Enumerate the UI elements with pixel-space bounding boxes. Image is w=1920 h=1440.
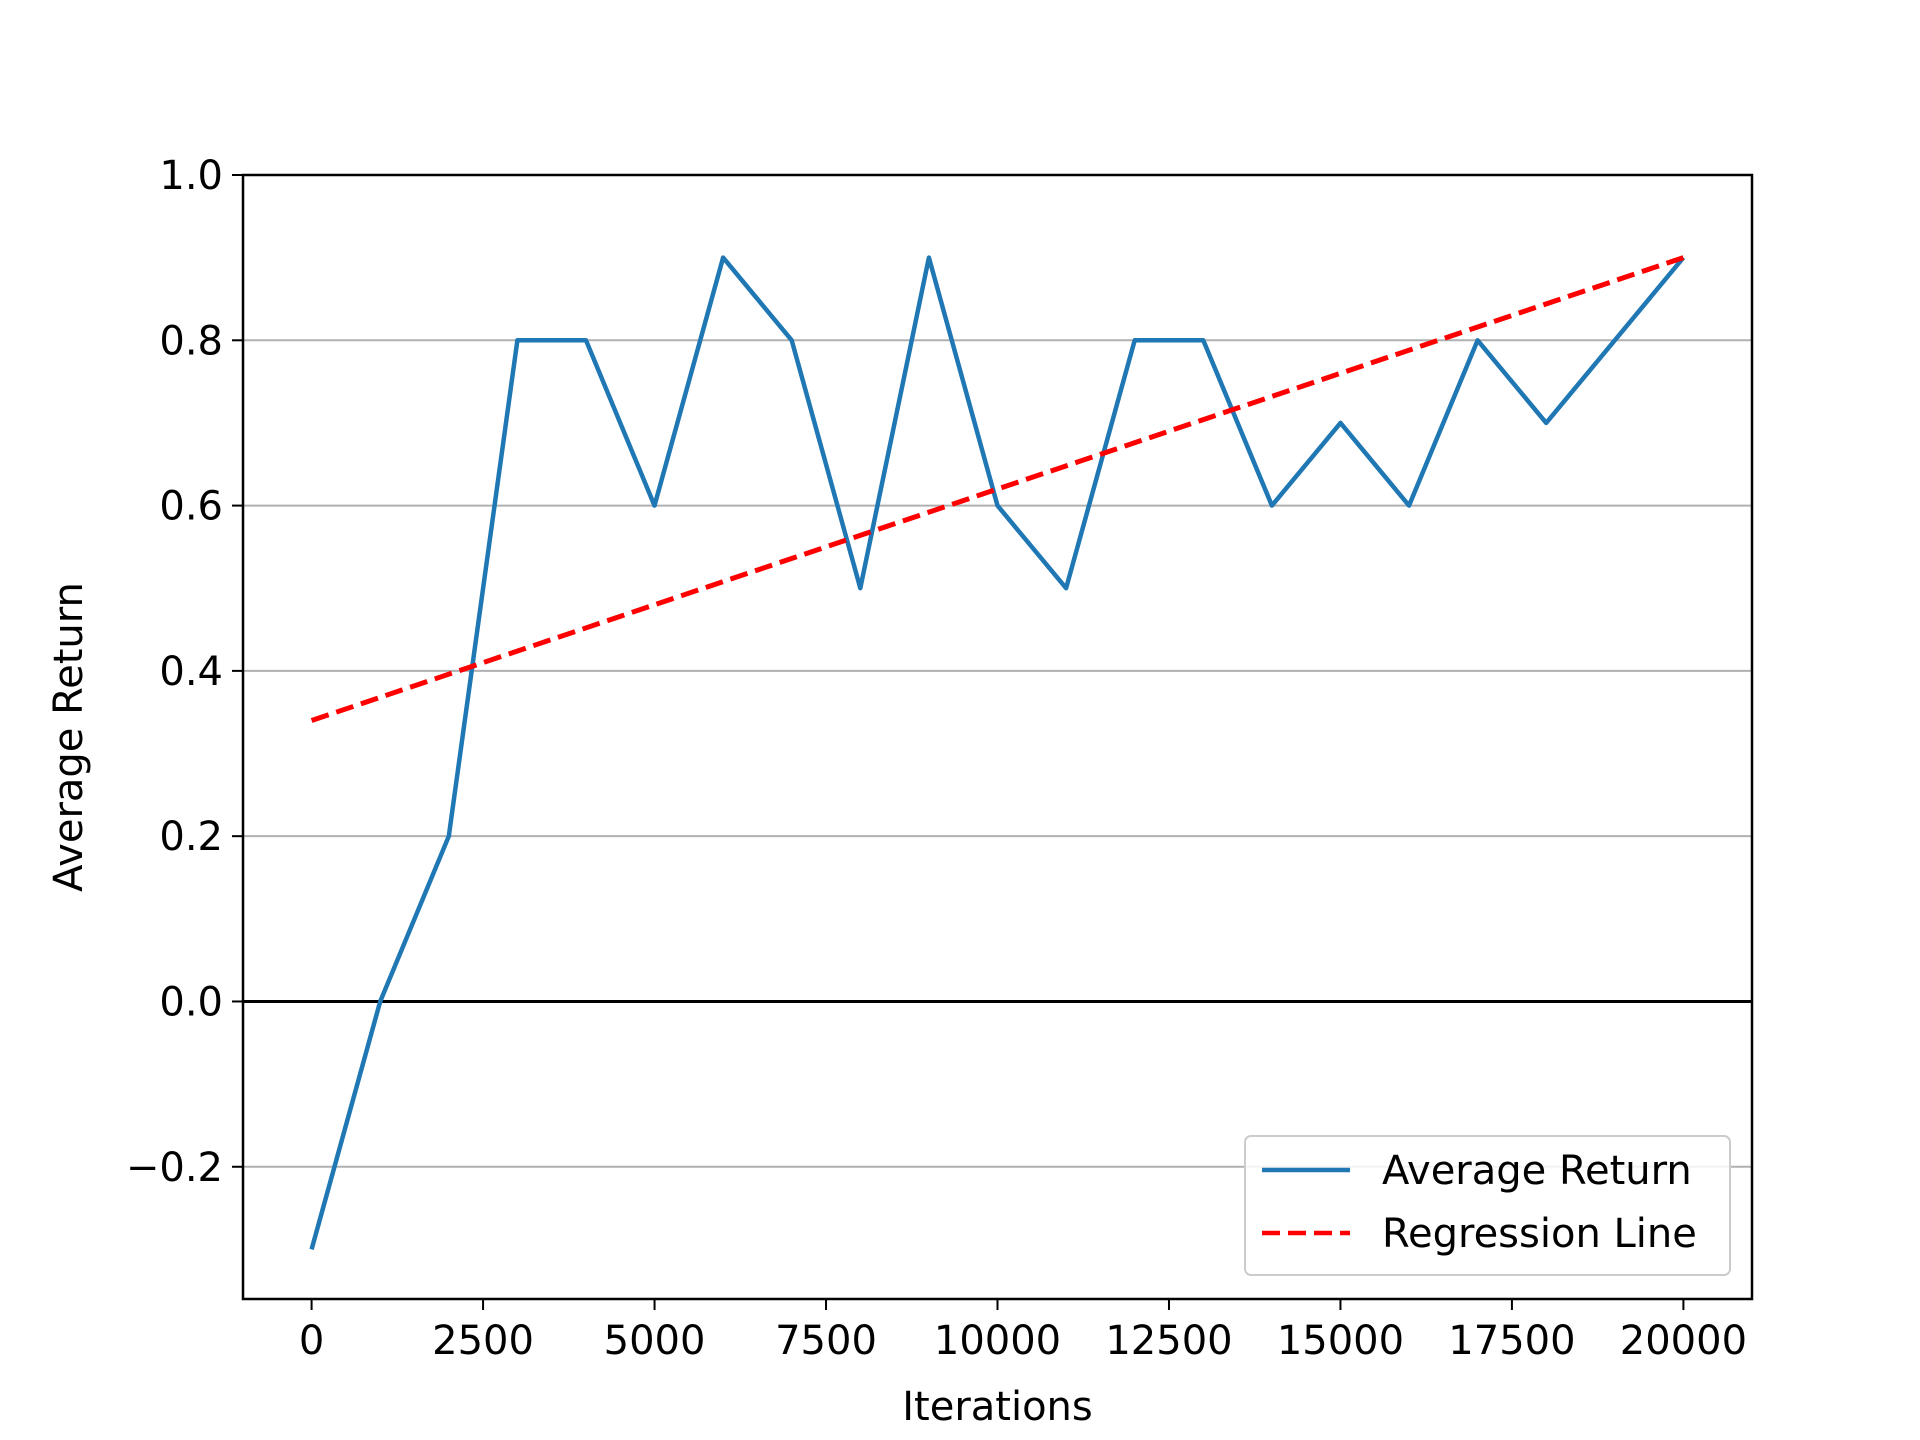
y-axis-label: Average Return — [46, 582, 92, 892]
x-tick-label: 15000 — [1277, 1318, 1404, 1364]
x-tick-label: 7500 — [775, 1318, 877, 1364]
x-tick-label: 10000 — [934, 1318, 1061, 1364]
x-tick-label: 0 — [299, 1318, 324, 1364]
series-line-1 — [310, 255, 1685, 723]
legend-label-average-return: Average Return — [1382, 1148, 1692, 1194]
x-tick-label: 12500 — [1105, 1318, 1232, 1364]
legend-label-regression-line: Regression Line — [1382, 1211, 1697, 1257]
x-tick-label: 17500 — [1448, 1318, 1575, 1364]
legend: Average Return Regression Line — [1244, 1135, 1731, 1276]
y-tick-label: 0.6 — [159, 484, 223, 530]
legend-box — [1244, 1135, 1731, 1276]
x-tick-label: 20000 — [1620, 1318, 1747, 1364]
series-line-0 — [309, 255, 1686, 1251]
y-tick-label: 0.2 — [159, 814, 223, 860]
y-tick-label: 0.4 — [159, 649, 223, 695]
series-layer — [309, 255, 1686, 1251]
x-tick-label: 2500 — [432, 1318, 534, 1364]
y-tick-label: −0.2 — [126, 1145, 223, 1191]
axis-ticks: −0.2 0.0 0.2 0.4 0.6 0.8 1.0 0 2500 5000 7500 10000… — [126, 153, 1747, 1364]
x-axis-label: Iterations — [902, 1384, 1093, 1430]
y-tick-label: 1.0 — [159, 153, 223, 199]
x-tick-label: 5000 — [604, 1318, 706, 1364]
y-tick-label: 0.8 — [159, 318, 223, 364]
y-tick-label: 0.0 — [159, 979, 223, 1025]
